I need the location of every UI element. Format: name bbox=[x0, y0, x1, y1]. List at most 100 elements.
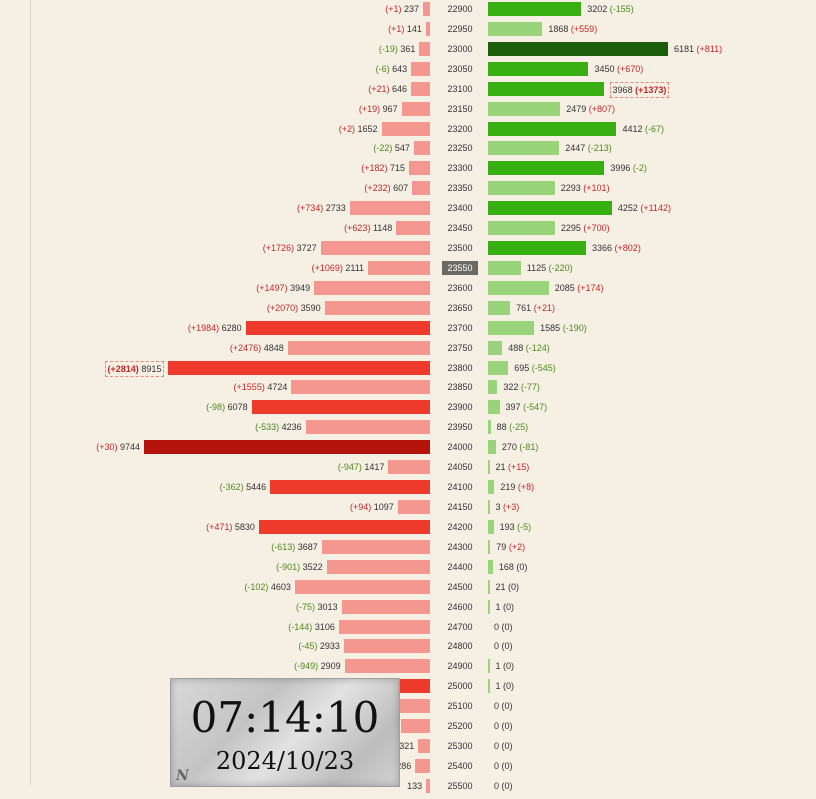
put-change: (+734) bbox=[296, 203, 324, 214]
put-label: (+1) 237 bbox=[385, 2, 419, 16]
put-bar bbox=[324, 300, 430, 315]
call-value: 2447 bbox=[565, 143, 588, 154]
put-value: 133 bbox=[407, 780, 423, 791]
call-change: (0) bbox=[501, 760, 513, 771]
put-change: (+182) bbox=[361, 163, 388, 174]
put-value: 3727 bbox=[294, 243, 317, 254]
call-change: (-190) bbox=[562, 322, 587, 333]
call-label: 2447 (-213) bbox=[565, 141, 612, 155]
call-label: 3996 (-2) bbox=[610, 161, 647, 175]
put-value: 3106 bbox=[312, 621, 335, 632]
call-change: (-124) bbox=[525, 342, 550, 353]
call-bar bbox=[488, 559, 493, 574]
call-bar bbox=[488, 161, 605, 176]
put-label: (+1555) 4724 bbox=[234, 380, 288, 394]
call-value: 193 bbox=[499, 521, 518, 532]
call-label: 3968 (+1373) bbox=[609, 81, 670, 98]
strike-row: 25100 0 (0) bbox=[0, 699, 816, 719]
put-bar bbox=[413, 141, 430, 156]
chart-left-rule bbox=[30, 0, 31, 785]
put-change: (-102) bbox=[244, 581, 269, 592]
call-value: 397 bbox=[505, 402, 524, 413]
call-change: (0) bbox=[508, 581, 520, 592]
call-value: 3366 bbox=[592, 243, 615, 254]
strike-label: 24800 bbox=[447, 641, 473, 652]
call-bar bbox=[488, 380, 498, 395]
call-value: 1 bbox=[495, 661, 504, 672]
strike-label: 23350 bbox=[447, 183, 473, 194]
call-value: 0 bbox=[494, 621, 502, 632]
strike-row: (+1) 141 22950 1868 (+559) bbox=[0, 21, 816, 42]
call-bar bbox=[488, 300, 511, 315]
strike-row: (-22) 547 23250 2447 (-213) bbox=[0, 141, 816, 161]
call-label: 3 (+3) bbox=[496, 500, 520, 514]
call-label: 193 (-5) bbox=[500, 520, 532, 534]
call-change: (+21) bbox=[533, 302, 555, 313]
put-bar bbox=[341, 599, 430, 614]
put-value: 5830 bbox=[232, 521, 255, 532]
strike-row: (-98) 6078 23900 397 (-547) bbox=[0, 400, 816, 420]
strike-label: 23550 bbox=[442, 260, 478, 275]
put-label: (+1) 141 bbox=[388, 22, 422, 36]
put-change: (-98) bbox=[206, 402, 226, 413]
call-change: (0) bbox=[501, 701, 513, 712]
strike-row: (+19) 967 23150 2479 (+807) bbox=[0, 101, 816, 122]
clock-widget: 07:14:10 2024/10/23 N bbox=[170, 678, 400, 787]
put-bar bbox=[320, 241, 430, 256]
call-change: (-155) bbox=[609, 4, 634, 14]
call-label: 0 (0) bbox=[494, 719, 513, 733]
call-change: (+811) bbox=[696, 43, 723, 54]
put-label: (-75) 3013 bbox=[296, 600, 338, 614]
strike-row: (+471) 5830 24200 193 (-5) bbox=[0, 519, 816, 540]
strike-label: 24600 bbox=[447, 601, 473, 612]
put-label: (+19) 967 bbox=[359, 102, 398, 116]
put-value: 2909 bbox=[318, 661, 341, 672]
put-change: (-6) bbox=[375, 63, 390, 74]
put-label: (+232) 607 bbox=[364, 181, 408, 195]
call-label: 0 (0) bbox=[494, 779, 513, 793]
put-label: (-45) 2933 bbox=[298, 639, 340, 653]
call-label: 0 (0) bbox=[494, 739, 513, 753]
call-change: (+2) bbox=[508, 541, 526, 552]
call-bar bbox=[488, 221, 555, 236]
strike-label: 22950 bbox=[447, 23, 473, 34]
put-bar bbox=[270, 480, 430, 495]
strike-row: (+1726) 3727 23500 3366 (+802) bbox=[0, 241, 816, 261]
call-value: 2085 bbox=[554, 282, 578, 293]
call-bar bbox=[488, 440, 496, 455]
call-bar bbox=[488, 181, 555, 196]
strike-row: (+2476) 4848 23750 488 (-124) bbox=[0, 340, 816, 361]
strike-label: 23200 bbox=[447, 123, 473, 134]
put-bar bbox=[419, 41, 430, 56]
put-change: (-533) bbox=[255, 422, 280, 433]
put-bar bbox=[411, 61, 430, 76]
call-change: (-67) bbox=[645, 123, 665, 134]
put-bar bbox=[423, 2, 430, 16]
put-change: (+2476) bbox=[229, 342, 262, 353]
put-bar bbox=[168, 360, 430, 375]
put-bar bbox=[426, 778, 430, 793]
put-label: (-98) 6078 bbox=[206, 400, 248, 414]
strike-label: 24200 bbox=[447, 521, 473, 532]
put-change: (+1069) bbox=[311, 262, 343, 273]
call-label: 322 (-77) bbox=[503, 380, 540, 394]
put-value: 2111 bbox=[342, 262, 365, 273]
call-change: (0) bbox=[503, 681, 515, 692]
put-value: 4236 bbox=[279, 422, 302, 433]
put-value: 3687 bbox=[295, 541, 318, 552]
call-bar bbox=[488, 81, 604, 96]
put-value: 4848 bbox=[261, 342, 284, 353]
put-value: 715 bbox=[387, 163, 406, 174]
put-value: 2733 bbox=[323, 203, 346, 214]
call-value: 488 bbox=[508, 342, 526, 353]
put-label: 286 bbox=[396, 759, 411, 773]
call-value: 1868 bbox=[548, 23, 571, 34]
call-change: (0) bbox=[501, 780, 513, 791]
put-label: (-947) 1417 bbox=[338, 460, 385, 474]
call-label: 1585 (-190) bbox=[540, 321, 587, 335]
call-bar bbox=[488, 141, 560, 156]
put-bar bbox=[409, 161, 430, 176]
put-change: (+1497) bbox=[256, 282, 288, 293]
call-change: (+101) bbox=[583, 183, 610, 194]
